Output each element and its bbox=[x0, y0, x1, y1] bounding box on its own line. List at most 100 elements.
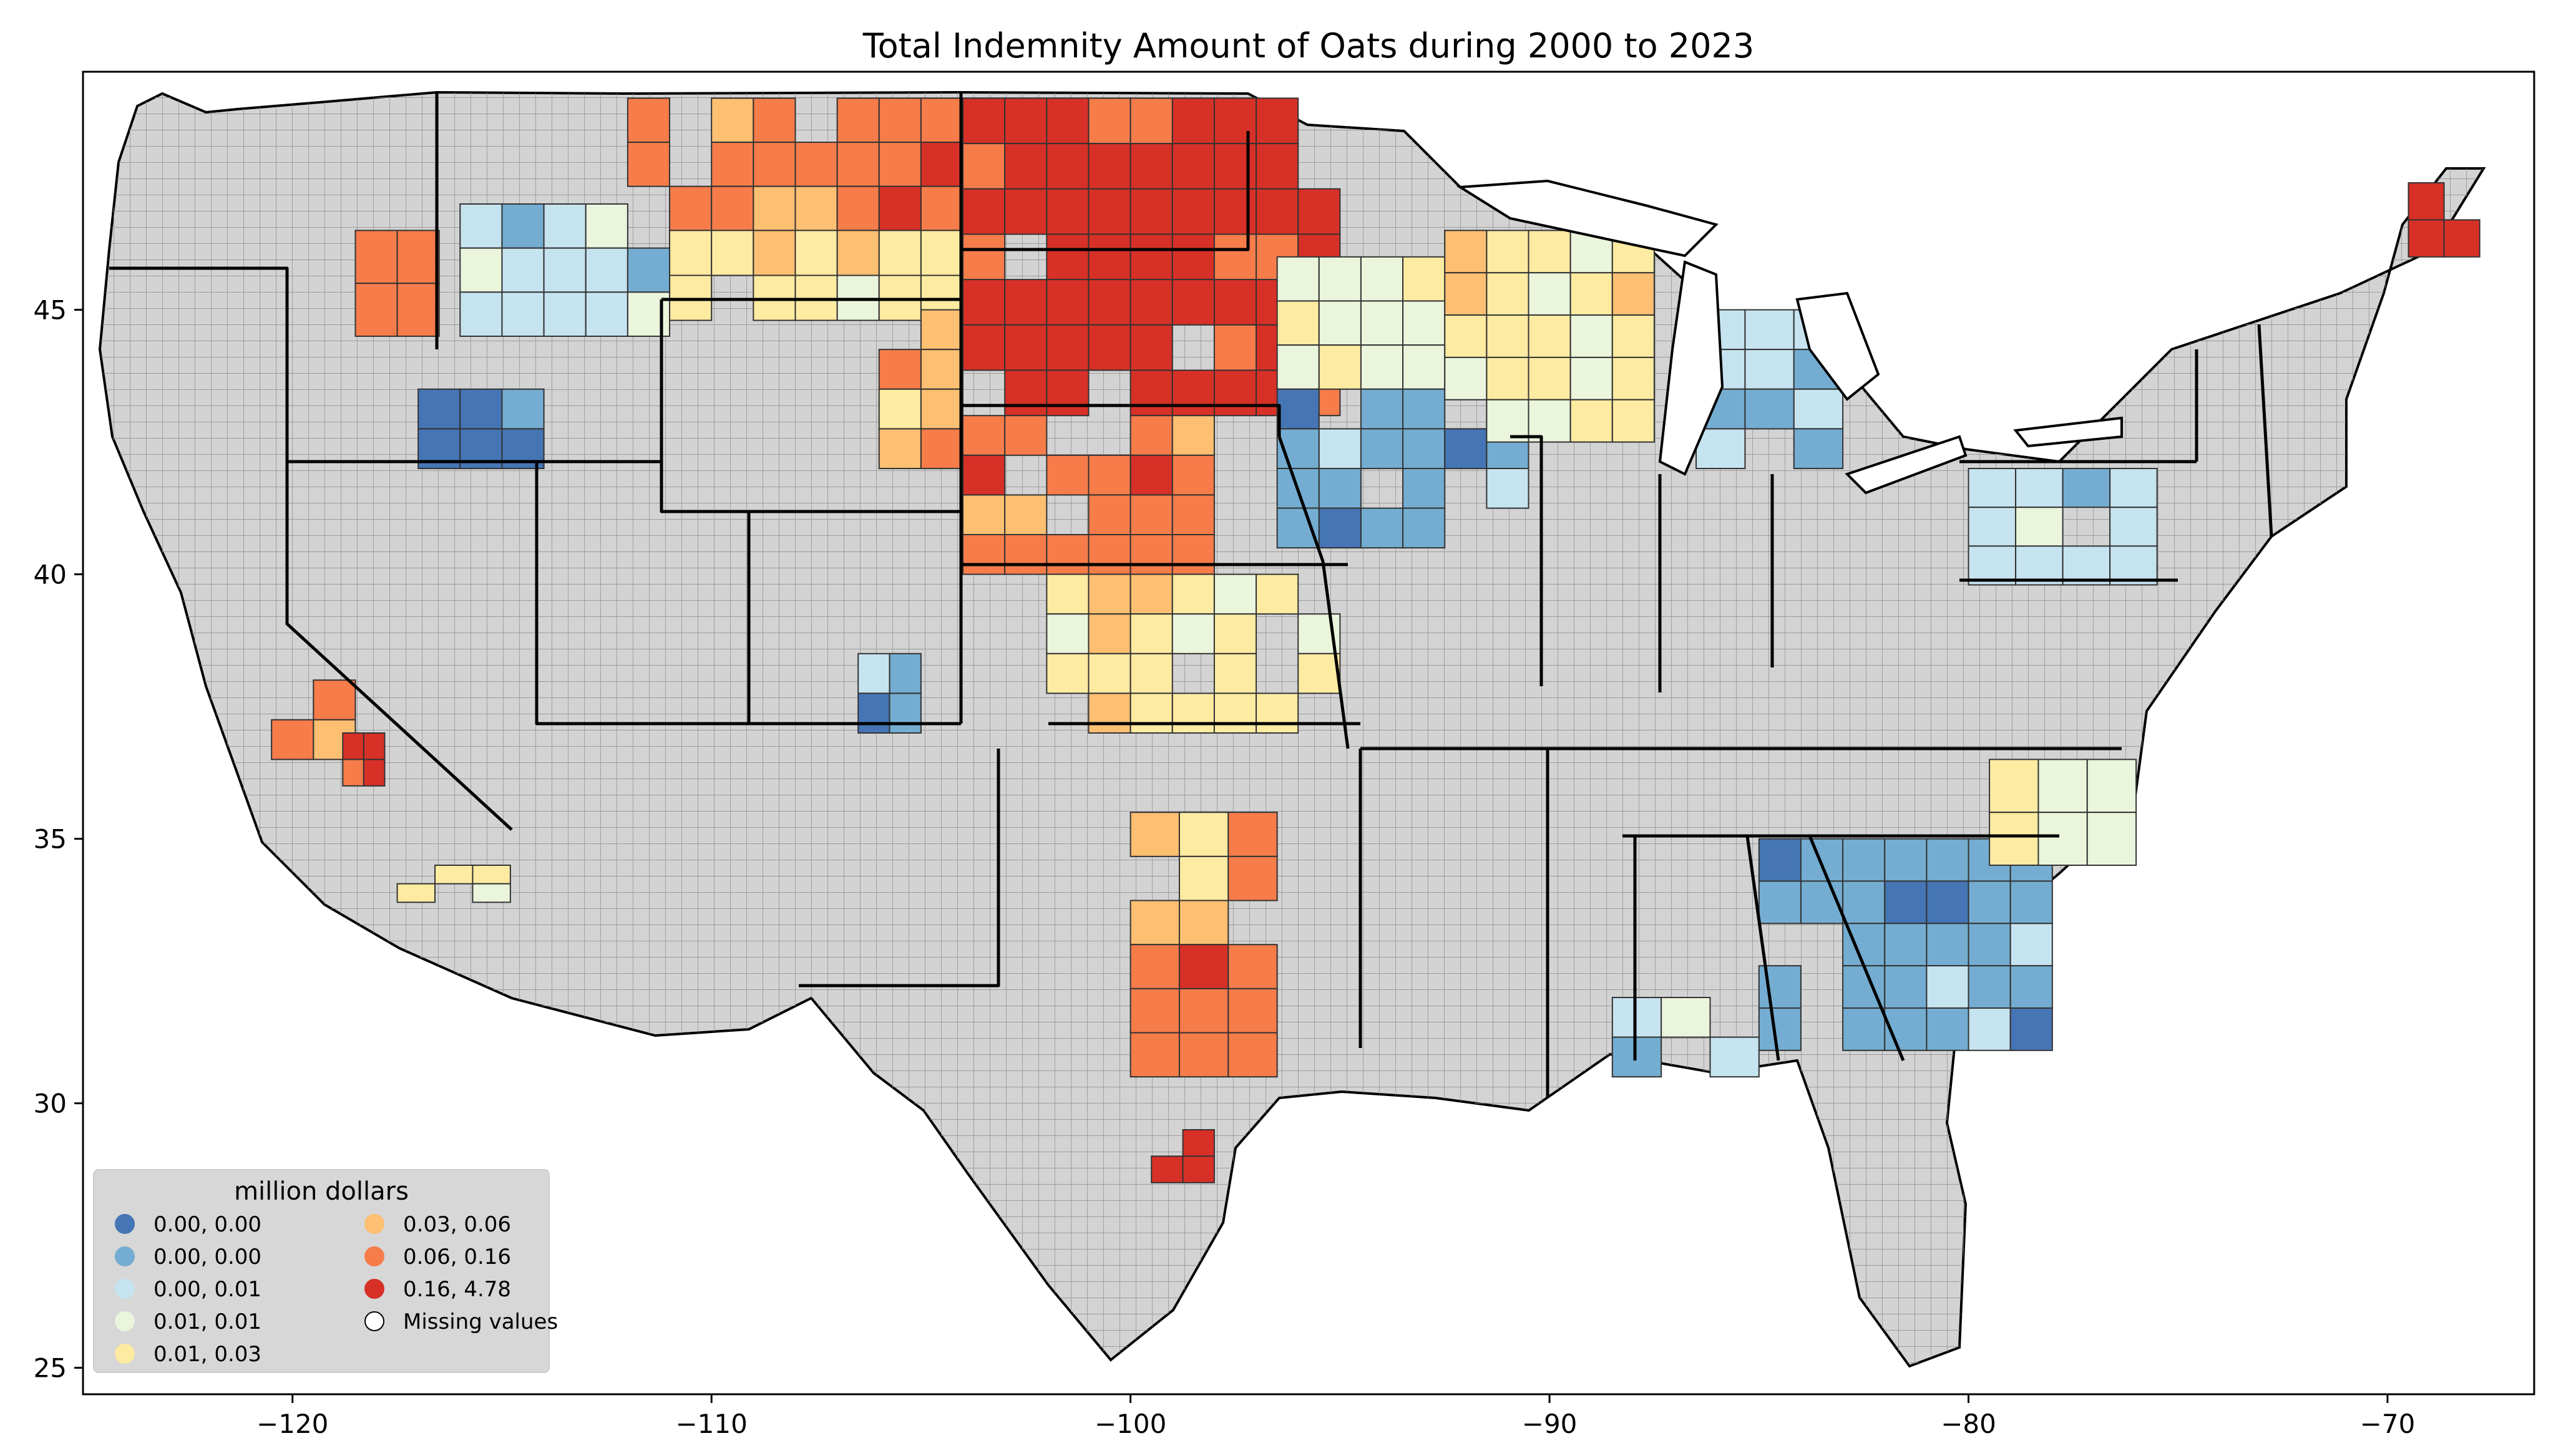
legend-swatch bbox=[364, 1311, 384, 1331]
chart-title: Total Indemnity Amount of Oats during 20… bbox=[862, 26, 1754, 66]
region-15 bbox=[417, 388, 545, 470]
county-cell bbox=[836, 97, 880, 143]
county-cell bbox=[1968, 965, 2011, 1009]
county-cell bbox=[501, 203, 545, 249]
county-cell bbox=[1213, 97, 1257, 145]
county-cell bbox=[857, 692, 890, 734]
county-cell bbox=[1276, 344, 1320, 390]
legend-label: 0.00, 0.01 bbox=[154, 1277, 261, 1302]
county-cell bbox=[1227, 855, 1278, 901]
legend-swatch bbox=[364, 1214, 384, 1234]
county-cell bbox=[459, 291, 503, 337]
county-cell bbox=[1171, 692, 1215, 734]
county-cell bbox=[1709, 1036, 1760, 1078]
lake-huron bbox=[1795, 291, 1880, 401]
county-cell bbox=[1213, 188, 1257, 235]
county-cell bbox=[1227, 944, 1278, 989]
region-3 bbox=[878, 309, 964, 470]
county-cell bbox=[1758, 1007, 1802, 1051]
county-cell bbox=[1178, 855, 1229, 901]
county-cell bbox=[1611, 997, 1662, 1038]
county-cell bbox=[396, 230, 440, 284]
county-cell bbox=[878, 185, 922, 231]
county-cell bbox=[1046, 534, 1090, 575]
county-cell bbox=[1569, 399, 1613, 443]
lake-superior bbox=[1456, 179, 1719, 258]
county-cell bbox=[1171, 97, 1215, 145]
county-cell bbox=[1129, 279, 1173, 326]
county-cell bbox=[1926, 838, 1969, 882]
county-cell bbox=[1611, 272, 1655, 316]
legend-title: million dollars bbox=[234, 1177, 409, 1206]
county-cell bbox=[1758, 838, 1802, 882]
county-cell bbox=[962, 415, 1006, 456]
county-cell bbox=[920, 428, 964, 470]
county-cell bbox=[1129, 573, 1173, 615]
county-cell bbox=[920, 142, 964, 187]
county-cell bbox=[1402, 388, 1446, 430]
county-cell bbox=[1360, 300, 1404, 346]
county-cell bbox=[1842, 838, 1886, 882]
county-cell bbox=[836, 185, 880, 231]
county-cell bbox=[627, 247, 671, 293]
county-cell bbox=[962, 279, 1006, 326]
region-23 bbox=[1611, 997, 1760, 1078]
county-cell bbox=[313, 679, 356, 721]
county-cell bbox=[543, 203, 587, 249]
region-13 bbox=[1968, 468, 2158, 586]
county-cell bbox=[1171, 188, 1215, 235]
county-cell bbox=[1046, 143, 1090, 190]
county-cell bbox=[2009, 923, 2053, 967]
region-18 bbox=[342, 732, 386, 787]
county-cell bbox=[1213, 613, 1257, 654]
county-cell bbox=[1213, 324, 1257, 371]
county-cell bbox=[1046, 324, 1090, 371]
county-cell bbox=[1004, 494, 1048, 536]
county-cell bbox=[585, 291, 628, 337]
county-cell bbox=[1611, 399, 1655, 443]
county-cell bbox=[1182, 1155, 1215, 1183]
county-cell bbox=[1611, 1036, 1662, 1078]
county-cell bbox=[1227, 1032, 1278, 1078]
county-cell bbox=[1088, 454, 1131, 496]
county-cell bbox=[878, 349, 922, 390]
county-cell bbox=[1088, 613, 1131, 654]
county-cell bbox=[1758, 880, 1802, 925]
county-cell bbox=[271, 719, 315, 760]
x-tick-label: −120 bbox=[256, 1409, 328, 1439]
county-cell bbox=[1318, 507, 1362, 549]
legend-items: 0.00, 0.00 0.00, 0.00 0.00, 0.01 0.01, 0.01… bbox=[115, 1212, 558, 1367]
county-cell bbox=[1793, 428, 1844, 470]
county-cell bbox=[711, 97, 754, 143]
county-cell bbox=[1318, 468, 1362, 509]
county-cell bbox=[2015, 507, 2064, 547]
county-cell bbox=[857, 653, 890, 694]
county-cell bbox=[1360, 507, 1404, 549]
region-6 bbox=[1276, 388, 1529, 549]
county-cell bbox=[1926, 880, 1969, 925]
county-cell bbox=[2407, 182, 2445, 221]
county-cell bbox=[1360, 388, 1404, 430]
county-cell bbox=[459, 247, 503, 293]
county-cell bbox=[472, 865, 511, 885]
county-cell bbox=[627, 97, 671, 143]
county-cell bbox=[1360, 428, 1404, 470]
county-cell bbox=[920, 97, 964, 143]
x-tick-label: −80 bbox=[1941, 1409, 1996, 1439]
county-cell bbox=[2037, 812, 2088, 866]
legend-swatch bbox=[115, 1214, 135, 1234]
county-cell bbox=[396, 283, 440, 337]
county-cell bbox=[1171, 494, 1215, 536]
county-cell bbox=[753, 97, 796, 143]
county-cell bbox=[711, 230, 754, 276]
county-cell bbox=[1793, 388, 1844, 430]
county-cell bbox=[1884, 880, 1928, 925]
county-cell bbox=[962, 97, 1006, 145]
county-cell bbox=[753, 185, 796, 231]
legend-swatch bbox=[115, 1246, 135, 1266]
county-cell bbox=[669, 230, 713, 276]
county-cell bbox=[1661, 997, 1711, 1038]
county-cell bbox=[1129, 900, 1180, 946]
county-cell bbox=[501, 388, 545, 430]
county-cell bbox=[794, 230, 838, 276]
